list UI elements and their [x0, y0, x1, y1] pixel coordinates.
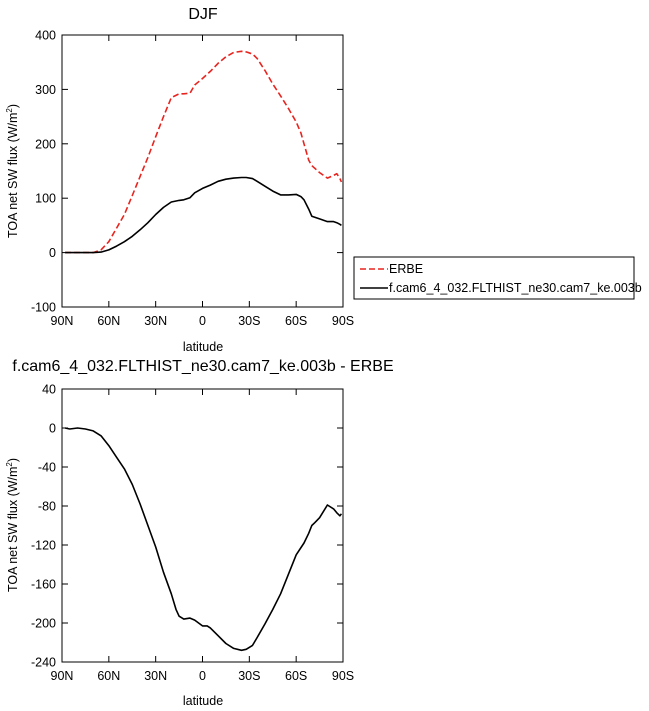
y-axis-label-main: TOA net SW flux (W/m: [6, 467, 20, 592]
series-line-model: [64, 427, 343, 652]
y-tick-label: -100: [31, 301, 56, 315]
y-tick-label: 40: [42, 383, 56, 397]
axis-ticks: 90N 60N 30N 0 30S 60S 90S -240 -200 -160 -120 -80 -4…: [31, 383, 354, 684]
x-tick-label: 30S: [238, 669, 260, 683]
y-axis-label-end: ): [6, 104, 20, 108]
x-tick-label: 60S: [285, 669, 307, 683]
x-tick-label: 90S: [332, 314, 354, 328]
y-tick-label: -200: [31, 617, 56, 631]
x-tick-label: 60S: [285, 314, 307, 328]
plot-frame: [61, 34, 344, 308]
y-tick-label: 0: [49, 422, 56, 436]
y-tick-label: -240: [31, 656, 56, 670]
x-tick-label: 30N: [144, 314, 167, 328]
y-tick-label: 200: [35, 137, 56, 151]
series-line-erbe: [65, 50, 343, 254]
chart-panel-bottom: f.cam6_4_032.FLTHIST_ne30.cam7_ke.003b -…: [5, 358, 394, 708]
chart-panel-top: DJF 90N 60N 30N 0 30S 60S 90S -100 0 100 200 300 400…: [5, 6, 642, 354]
legend: ERBE f.cam6_4_032.FLTHIST_ne30.cam7_ke.0…: [353, 256, 642, 300]
legend-label-model: f.cam6_4_032.FLTHIST_ne30.cam7_ke.003b: [389, 281, 642, 295]
y-tick-label: 100: [35, 192, 56, 206]
x-tick-label: 0: [199, 669, 206, 683]
chart-title: DJF: [188, 6, 218, 23]
legend-box: [353, 256, 635, 300]
y-tick-label: 400: [35, 29, 56, 43]
x-tick-label: 0: [199, 314, 206, 328]
y-tick-label: -80: [38, 500, 56, 514]
y-axis-label-main: TOA net SW flux (W/m: [6, 113, 20, 238]
plot-frame: [61, 388, 344, 663]
x-tick-label: 90S: [332, 669, 354, 683]
x-tick-label: 60N: [97, 314, 120, 328]
x-tick-label: 90N: [51, 314, 74, 328]
axis-ticks: 90N 60N 30N 0 30S 60S 90S -100 0 100 200 300 400: [31, 29, 354, 329]
series-group: [64, 427, 343, 652]
x-tick-label: 30S: [238, 314, 260, 328]
y-axis-label-sup: 2: [5, 462, 14, 467]
chart-title: f.cam6_4_032.FLTHIST_ne30.cam7_ke.003b -…: [12, 358, 393, 375]
x-tick-label: 90N: [51, 669, 74, 683]
y-tick-label: -120: [31, 539, 56, 553]
x-tick-label: 60N: [97, 669, 120, 683]
series-line-model: [65, 176, 342, 254]
x-axis-label: latitude: [183, 694, 223, 708]
y-axis-label-end: ): [6, 458, 20, 462]
y-tick-label: 0: [49, 246, 56, 260]
x-tick-label: 30N: [144, 669, 167, 683]
y-tick-label: -40: [38, 461, 56, 475]
y-axis-label: TOA net SW flux (W/m2): [5, 458, 20, 592]
y-axis-label: TOA net SW flux (W/m2): [5, 104, 20, 238]
y-tick-label: 300: [35, 83, 56, 97]
x-axis-label: latitude: [183, 340, 223, 354]
y-tick-label: -160: [31, 578, 56, 592]
series-group: [65, 50, 343, 254]
legend-label-erbe: ERBE: [389, 262, 423, 276]
y-axis-label-sup: 2: [5, 108, 14, 113]
